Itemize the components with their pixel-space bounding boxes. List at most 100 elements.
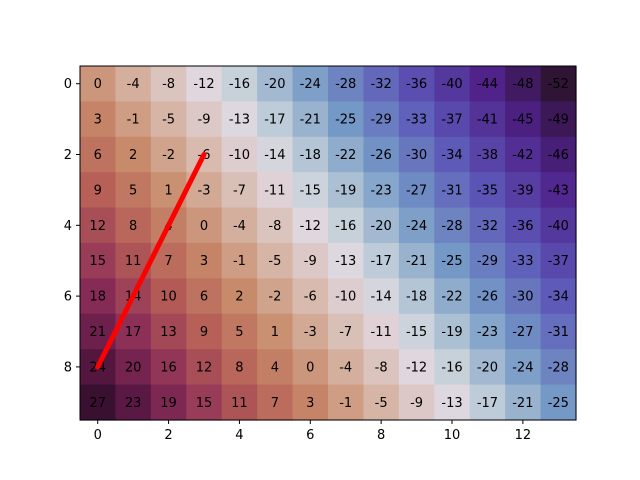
cell-value-label: 1	[164, 183, 172, 198]
heatmap-cell	[328, 313, 365, 350]
heatmap-cell	[398, 172, 435, 209]
cell-value-label: 2	[129, 148, 137, 163]
cell-value-label: -26	[371, 148, 392, 163]
heatmap-cell	[186, 243, 223, 279]
heatmap-cell	[505, 172, 542, 209]
cell-value-label: -25	[441, 254, 462, 269]
y-tick-label: 0	[64, 77, 72, 92]
x-tick-label: 0	[94, 428, 102, 443]
cell-value-label: -20	[477, 360, 498, 375]
heatmap-cell	[434, 384, 471, 421]
heatmap-cell	[292, 172, 329, 209]
cell-value-label: -8	[162, 77, 175, 92]
heatmap-cell	[505, 243, 542, 279]
x-tick-label: 10	[444, 428, 461, 443]
cell-value-label: 13	[160, 325, 177, 340]
cell-value-label: -17	[264, 113, 285, 128]
heatmap-cell	[221, 136, 258, 173]
heatmap-cell	[257, 313, 294, 350]
heatmap-cell	[150, 313, 187, 350]
cell-value-label: -30	[512, 290, 533, 305]
cell-value-label: -44	[477, 77, 498, 92]
cell-value-label: -2	[268, 290, 281, 305]
heatmap-cell	[398, 278, 435, 315]
heatmap-cell	[469, 243, 506, 279]
x-tick-label: 4	[235, 428, 243, 443]
heatmap-cell	[469, 172, 506, 209]
cell-value-label: -4	[127, 77, 140, 92]
heatmap-cell	[150, 278, 187, 315]
heatmap-cell	[257, 243, 294, 279]
heatmap-cell	[505, 384, 542, 421]
cell-value-label: -42	[512, 148, 533, 163]
heatmap-cell	[292, 313, 329, 350]
heatmap-cell	[221, 172, 258, 209]
cell-value-label: -18	[406, 290, 427, 305]
cell-value-label: -12	[193, 77, 214, 92]
heatmap-cell	[80, 278, 117, 315]
cell-value-label: -24	[300, 77, 321, 92]
cell-value-label: 23	[125, 396, 142, 411]
heatmap-cell	[398, 136, 435, 173]
heatmap-cell	[186, 384, 223, 421]
cell-value-label: -24	[406, 219, 427, 234]
heatmap-cells	[80, 66, 577, 421]
heatmap-cell	[292, 278, 329, 315]
cell-value-label: -8	[375, 360, 388, 375]
cell-value-label: 11	[231, 396, 248, 411]
cell-value-label: -30	[406, 148, 427, 163]
cell-value-label: -20	[264, 77, 285, 92]
heatmap-cell	[540, 349, 577, 386]
cell-value-label: 6	[94, 148, 102, 163]
heatmap-cell	[257, 101, 294, 138]
heatmap-cell	[398, 101, 435, 138]
heatmap-cell	[469, 136, 506, 173]
cell-value-label: -5	[375, 396, 388, 411]
cell-value-label: -33	[512, 254, 533, 269]
heatmap-cell	[221, 243, 258, 279]
cell-value-label: -5	[268, 254, 281, 269]
heatmap-cell	[328, 207, 365, 244]
cell-value-label: -32	[371, 77, 392, 92]
cell-value-label: 7	[164, 254, 172, 269]
heatmap-cell	[434, 278, 471, 315]
cell-value-label: -36	[512, 219, 533, 234]
cell-value-label: -16	[441, 360, 462, 375]
cell-value-label: -25	[548, 396, 569, 411]
cell-value-label: -4	[233, 219, 246, 234]
heatmap-cell	[221, 207, 258, 244]
cell-value-label: -39	[512, 183, 533, 198]
heatmap-cell	[363, 101, 400, 138]
cell-value-label: 3	[200, 254, 208, 269]
heatmap-cell	[328, 101, 365, 138]
cell-value-label: 15	[89, 254, 106, 269]
cell-value-label: -35	[477, 183, 498, 198]
cell-value-label: -26	[477, 290, 498, 305]
cell-value-label: -17	[477, 396, 498, 411]
cell-value-label: -34	[441, 148, 462, 163]
x-tick-label: 2	[164, 428, 172, 443]
overlay-line	[95, 152, 207, 370]
heatmap-cell	[540, 384, 577, 421]
cell-value-label: -33	[406, 113, 427, 128]
x-tick-label: 6	[306, 428, 314, 443]
heatmap-cell	[292, 349, 329, 386]
cell-value-label: -11	[371, 325, 392, 340]
cell-value-label: -17	[371, 254, 392, 269]
heatmap-cell	[292, 136, 329, 173]
heatmap-cell	[186, 349, 223, 386]
cell-value-label: -9	[198, 113, 211, 128]
cell-value-label: 0	[200, 219, 208, 234]
cell-value-label: -52	[548, 77, 569, 92]
cell-value-label: -7	[233, 183, 246, 198]
cell-value-label: -37	[548, 254, 569, 269]
cell-value-label: -21	[300, 113, 321, 128]
heatmap-cell	[469, 207, 506, 244]
heatmap-cell	[505, 207, 542, 244]
heatmap-cell	[434, 349, 471, 386]
cell-value-label: -6	[304, 290, 317, 305]
cell-value-label: -21	[512, 396, 533, 411]
cell-value-label: 7	[271, 396, 279, 411]
heatmap-cell	[186, 278, 223, 315]
